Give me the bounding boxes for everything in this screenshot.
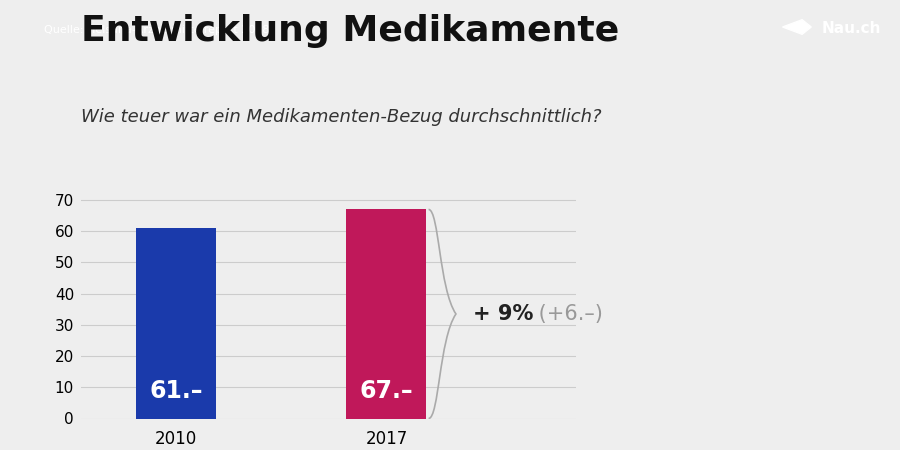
Text: 67.–: 67.– [360, 379, 413, 403]
Bar [346, 209, 427, 418]
Text: Wie teuer war ein Medikamenten-Bezug durchschnittlich?: Wie teuer war ein Medikamenten-Bezug dur… [81, 108, 601, 126]
Text: Quelle: Helsana-Arzneimittelreport 2018: Quelle: Helsana-Arzneimittelreport 2018 [44, 25, 269, 35]
Bar [136, 228, 216, 418]
Text: + 9%: + 9% [472, 304, 533, 324]
Polygon shape [782, 20, 811, 34]
Text: 61.–: 61.– [149, 379, 202, 403]
Text: (+6.–): (+6.–) [532, 304, 603, 324]
Text: Nau.ch: Nau.ch [822, 21, 881, 36]
Text: Entwicklung Medikamente: Entwicklung Medikamente [81, 14, 619, 48]
